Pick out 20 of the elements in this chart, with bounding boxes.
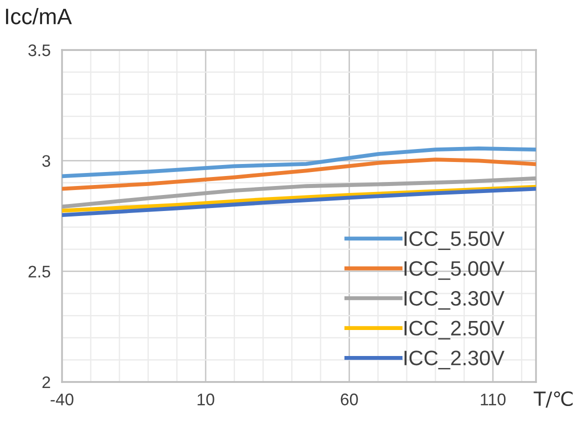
y-tick-label: 3.5 xyxy=(28,44,50,56)
legend-label: ICC_5.00V xyxy=(404,261,504,280)
line-series xyxy=(62,158,536,191)
x-tick-label: -40 xyxy=(50,394,74,406)
x-tick-label: 60 xyxy=(340,394,358,406)
legend-label: ICC_2.50V xyxy=(404,320,504,340)
y-tick-label: 3 xyxy=(42,155,50,167)
y-axis-title: Icc/mA xyxy=(6,8,72,24)
y-tick-label: 2 xyxy=(42,376,50,388)
line-series xyxy=(62,176,536,209)
legend-label: ICC_3.30V xyxy=(404,290,504,310)
line-series xyxy=(62,186,536,218)
x-tick-label: 10 xyxy=(198,394,214,406)
legend-label: ICC_2.30V xyxy=(404,350,504,370)
y-tick-label: 2.5 xyxy=(28,266,50,278)
line-series xyxy=(62,146,536,178)
legend-label: ICC_5.50V xyxy=(404,231,504,250)
x-tick-label: 110 xyxy=(480,394,506,406)
line-series xyxy=(62,184,536,213)
x-axis-title: T/℃ xyxy=(534,391,573,408)
